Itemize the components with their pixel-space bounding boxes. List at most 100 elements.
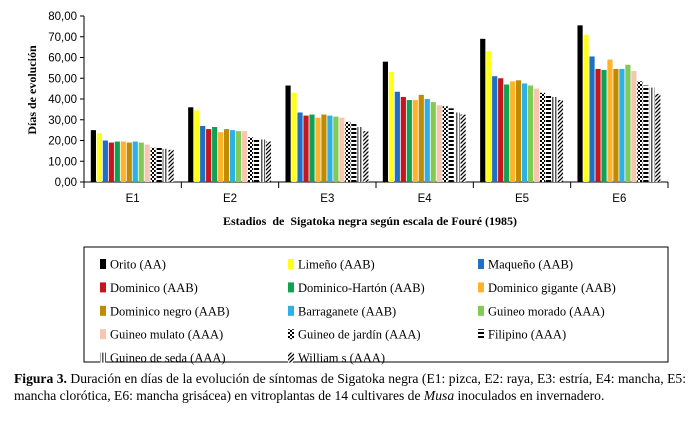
- bar-chart: 0,00 10,00 20,00 30,00 40,00 50,00 60,00 70,00 8…: [25, 11, 669, 365]
- bar: [551, 96, 558, 182]
- bar: [309, 114, 315, 182]
- bar: [345, 121, 351, 182]
- legend-label: Dominico-Hartón (AAB): [298, 281, 425, 295]
- bar: [333, 116, 339, 182]
- legend-swatch: [100, 305, 106, 316]
- bar: [480, 38, 486, 182]
- legend-swatch: [100, 329, 106, 340]
- bar: [382, 61, 388, 182]
- bar: [504, 84, 510, 182]
- bar: [418, 94, 424, 182]
- legend-swatch: [478, 259, 484, 269]
- bar: [510, 81, 516, 182]
- bar: [339, 117, 345, 182]
- legend-swatch: [288, 329, 294, 340]
- bar: [194, 110, 200, 182]
- bar: [230, 130, 236, 183]
- bar: [613, 68, 619, 182]
- bar: [126, 142, 132, 182]
- bar: [156, 146, 162, 182]
- bars: [90, 25, 661, 183]
- bar: [144, 144, 150, 182]
- bar: [168, 149, 174, 182]
- caption-label: Figura 3.: [14, 371, 67, 386]
- legend-label: Filipino (AAA): [488, 328, 566, 342]
- y-axis: 0,00 10,00 20,00 30,00 40,00 50,00 60,00 70,00 8…: [48, 11, 85, 189]
- bar: [291, 92, 297, 182]
- bar: [90, 130, 96, 183]
- legend-swatch: [288, 305, 294, 316]
- bar: [120, 141, 126, 182]
- bar: [533, 88, 540, 183]
- bar: [619, 68, 625, 182]
- bar: [327, 115, 333, 182]
- bar: [516, 80, 522, 182]
- legend-label: Guineo de seda (AAA): [110, 351, 226, 365]
- legend-label: Barraganete (AAB): [298, 304, 396, 318]
- legend-label: Dominico gigante (AAB): [488, 281, 616, 295]
- x-tick-label: E6: [612, 193, 626, 205]
- bar: [498, 78, 504, 182]
- bar: [351, 123, 357, 182]
- bar: [321, 114, 327, 182]
- bar: [454, 112, 460, 182]
- bar: [643, 85, 649, 182]
- legend-swatch: [100, 259, 106, 269]
- bar: [649, 87, 655, 182]
- bar: [631, 70, 637, 182]
- bar: [424, 99, 430, 182]
- bar: [589, 56, 595, 182]
- bar: [655, 93, 661, 182]
- bar: [150, 147, 156, 182]
- bar: [607, 59, 613, 182]
- bar: [363, 131, 369, 182]
- y-tick-label: 30,00: [48, 115, 77, 127]
- bar: [539, 92, 546, 182]
- legend-label: Guineo morado (AAA): [488, 304, 605, 318]
- bar: [583, 34, 589, 183]
- bar: [625, 64, 631, 182]
- bar: [297, 112, 303, 182]
- legend-swatch: [478, 305, 484, 316]
- bar: [96, 133, 102, 182]
- legend-swatch: [478, 282, 484, 293]
- bar: [285, 85, 291, 182]
- legend-swatch: [288, 282, 294, 293]
- legend-box: [83, 246, 669, 363]
- legend-label: William s (AAA): [298, 351, 385, 365]
- bar: [265, 141, 272, 182]
- bar: [212, 127, 218, 182]
- caption-text-end: inoculados en invernadero.: [454, 388, 605, 403]
- bar: [400, 96, 406, 182]
- bar: [460, 114, 466, 182]
- bar: [577, 25, 583, 183]
- legend-swatch: [288, 352, 294, 363]
- y-axis-title: Días de evolución: [25, 45, 39, 135]
- legend-swatch: [478, 329, 484, 340]
- x-tick-label: E3: [320, 193, 334, 205]
- bar: [218, 132, 224, 182]
- legend-label: Limeño (AAB): [298, 258, 375, 272]
- x-tick-label: E1: [126, 193, 140, 205]
- bar: [601, 69, 607, 182]
- y-tick-label: 40,00: [48, 94, 77, 106]
- bar: [430, 102, 436, 182]
- bar: [448, 108, 454, 182]
- y-tick-label: 70,00: [48, 32, 77, 44]
- legend-label: Orito (AA): [110, 258, 166, 272]
- bar: [545, 94, 552, 182]
- bar: [102, 140, 108, 182]
- bar: [247, 137, 254, 182]
- bar: [442, 106, 448, 182]
- bar: [114, 141, 120, 182]
- legend-label: Dominico negro (AAB): [110, 304, 229, 318]
- legend-label: Maqueño (AAB): [488, 258, 573, 272]
- legend-label: Guineo de jardín (AAA): [298, 328, 421, 342]
- y-tick-label: 0,00: [55, 177, 77, 189]
- y-tick-label: 60,00: [48, 53, 77, 65]
- bar: [486, 51, 492, 182]
- bar: [206, 129, 212, 182]
- y-tick-label: 80,00: [48, 11, 77, 23]
- bar: [357, 127, 363, 182]
- bar: [253, 138, 260, 182]
